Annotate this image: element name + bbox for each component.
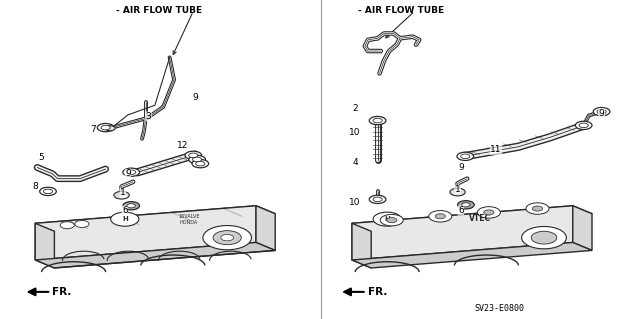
Text: 1: 1	[120, 189, 125, 197]
Circle shape	[127, 170, 136, 174]
Text: FR.: FR.	[52, 287, 72, 297]
Circle shape	[189, 153, 198, 158]
Text: 8: 8	[33, 182, 38, 191]
Circle shape	[373, 118, 382, 123]
Circle shape	[457, 152, 474, 160]
Circle shape	[193, 157, 202, 162]
Circle shape	[429, 211, 452, 222]
Circle shape	[114, 191, 129, 199]
Circle shape	[75, 220, 89, 227]
Text: 12: 12	[177, 141, 188, 150]
Circle shape	[369, 116, 386, 125]
Text: 2: 2	[353, 104, 358, 113]
Text: 9: 9	[193, 93, 198, 102]
Circle shape	[522, 226, 566, 249]
Circle shape	[192, 160, 209, 168]
Circle shape	[579, 123, 588, 128]
Text: 3: 3	[146, 112, 151, 121]
Circle shape	[123, 202, 140, 210]
Polygon shape	[352, 223, 371, 268]
Circle shape	[185, 151, 202, 160]
Text: 5: 5	[39, 153, 44, 162]
Polygon shape	[35, 206, 256, 260]
Text: SV23-E0800: SV23-E0800	[474, 304, 524, 313]
Text: 1: 1	[455, 185, 460, 194]
Text: H: H	[385, 216, 390, 222]
Circle shape	[575, 121, 592, 130]
Circle shape	[593, 108, 610, 116]
Circle shape	[221, 234, 234, 241]
Circle shape	[373, 212, 401, 226]
Circle shape	[105, 126, 115, 131]
Text: - AIR FLOW TUBE: - AIR FLOW TUBE	[116, 6, 203, 15]
Circle shape	[532, 206, 543, 211]
Text: - AIR FLOW TUBE: - AIR FLOW TUBE	[358, 6, 445, 15]
Circle shape	[40, 187, 56, 196]
Text: 9: 9	[458, 163, 463, 172]
Text: 9: 9	[599, 109, 604, 118]
Circle shape	[461, 203, 470, 207]
Circle shape	[60, 222, 74, 229]
Circle shape	[123, 168, 140, 176]
Text: 10: 10	[349, 128, 361, 137]
Circle shape	[380, 214, 403, 226]
Circle shape	[435, 214, 445, 219]
Circle shape	[461, 154, 470, 159]
Circle shape	[127, 204, 136, 208]
Circle shape	[477, 207, 500, 218]
Text: 7: 7	[90, 125, 95, 134]
Text: 6: 6	[458, 206, 463, 215]
Circle shape	[213, 231, 241, 245]
Circle shape	[387, 218, 397, 223]
Polygon shape	[352, 206, 592, 231]
Text: 9: 9	[125, 169, 131, 178]
Circle shape	[203, 226, 252, 250]
Polygon shape	[35, 223, 54, 268]
Circle shape	[531, 231, 557, 244]
Circle shape	[196, 161, 205, 166]
Circle shape	[484, 210, 494, 215]
Circle shape	[458, 201, 474, 209]
Text: 4: 4	[353, 158, 358, 167]
Text: 10: 10	[349, 198, 361, 207]
Text: 11: 11	[490, 145, 502, 154]
Polygon shape	[256, 206, 275, 250]
Circle shape	[526, 203, 549, 214]
Circle shape	[111, 212, 139, 226]
Circle shape	[189, 155, 205, 164]
Text: 6: 6	[122, 206, 127, 215]
Polygon shape	[573, 206, 592, 250]
Text: VTEC: VTEC	[469, 214, 491, 223]
Circle shape	[44, 189, 52, 194]
Circle shape	[450, 188, 465, 196]
Polygon shape	[35, 206, 275, 231]
Polygon shape	[35, 242, 275, 268]
Text: FR.: FR.	[368, 287, 387, 297]
Text: H: H	[122, 216, 127, 222]
Text: 16VALVE
HONDA: 16VALVE HONDA	[178, 214, 200, 225]
Circle shape	[101, 125, 110, 130]
Polygon shape	[352, 206, 573, 260]
Circle shape	[369, 195, 386, 204]
Polygon shape	[352, 242, 592, 268]
Circle shape	[373, 197, 382, 202]
Circle shape	[97, 123, 114, 132]
Circle shape	[597, 109, 606, 114]
